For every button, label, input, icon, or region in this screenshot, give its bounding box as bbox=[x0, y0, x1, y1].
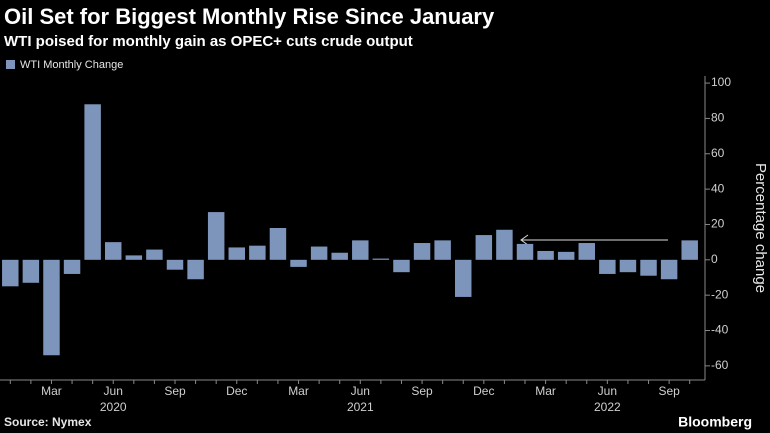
bar bbox=[331, 252, 348, 260]
bar bbox=[43, 259, 60, 356]
brand: Bloomberg bbox=[678, 414, 752, 430]
bar bbox=[475, 235, 493, 260]
y-tick-label: 20 bbox=[711, 217, 725, 231]
bar bbox=[228, 247, 245, 260]
bar bbox=[681, 240, 698, 260]
bar bbox=[187, 259, 204, 280]
x-tick-label: Dec bbox=[473, 384, 494, 398]
bar bbox=[105, 242, 122, 260]
x-year-label: 2020 bbox=[100, 400, 127, 414]
x-tick-label: Sep bbox=[658, 384, 680, 398]
source: Source: Nymex bbox=[4, 415, 92, 429]
legend-swatch bbox=[6, 60, 15, 69]
x-tick-label: Jun bbox=[598, 384, 617, 398]
bar bbox=[249, 245, 266, 260]
bar bbox=[166, 259, 184, 270]
bar bbox=[434, 240, 451, 260]
bar bbox=[496, 229, 513, 260]
y-tick-label: 0 bbox=[711, 252, 718, 266]
bar bbox=[290, 259, 307, 267]
y-tick-label: -60 bbox=[711, 358, 729, 372]
bar bbox=[207, 212, 225, 260]
bar bbox=[640, 259, 657, 276]
y-tick-label: 80 bbox=[711, 111, 725, 125]
bar bbox=[619, 259, 637, 273]
bar bbox=[455, 259, 472, 297]
bar bbox=[352, 240, 369, 260]
bar bbox=[22, 259, 40, 283]
bar bbox=[269, 228, 287, 260]
bar bbox=[2, 259, 19, 287]
x-tick-label: Dec bbox=[226, 384, 247, 398]
arrow-head bbox=[520, 234, 529, 246]
y-tick-label: 60 bbox=[711, 146, 725, 160]
x-tick-label: Jun bbox=[104, 384, 123, 398]
x-tick-label: Mar bbox=[41, 384, 62, 398]
y-tick-label: -20 bbox=[711, 287, 729, 301]
x-year-label: 2021 bbox=[347, 400, 374, 414]
x-year-label: 2022 bbox=[594, 400, 621, 414]
y-axis-label: Percentage change bbox=[752, 163, 769, 293]
bar bbox=[537, 250, 554, 260]
y-tick-label: 100 bbox=[711, 75, 731, 89]
bar bbox=[84, 104, 101, 260]
bar bbox=[660, 259, 678, 280]
bar bbox=[578, 243, 595, 260]
y-tick-label: 40 bbox=[711, 181, 725, 195]
bar bbox=[413, 243, 431, 260]
bar bbox=[125, 255, 143, 260]
bar bbox=[557, 251, 575, 260]
bar bbox=[393, 259, 410, 273]
x-tick-label: Sep bbox=[411, 384, 433, 398]
y-tick-label: -40 bbox=[711, 323, 729, 337]
legend-label: WTI Monthly Change bbox=[20, 59, 123, 71]
x-tick-label: Mar bbox=[288, 384, 309, 398]
chart-subtitle: WTI poised for monthly gain as OPEC+ cut… bbox=[4, 33, 413, 50]
bar bbox=[599, 259, 616, 274]
x-tick-label: Sep bbox=[164, 384, 186, 398]
bar bbox=[310, 246, 328, 260]
bar bbox=[63, 259, 81, 274]
x-tick-label: Jun bbox=[351, 384, 370, 398]
bar bbox=[146, 249, 163, 260]
x-tick-label: Mar bbox=[535, 384, 556, 398]
bar bbox=[516, 243, 534, 260]
bar bbox=[372, 258, 390, 260]
chart-title: Oil Set for Biggest Monthly Rise Since J… bbox=[4, 4, 495, 29]
